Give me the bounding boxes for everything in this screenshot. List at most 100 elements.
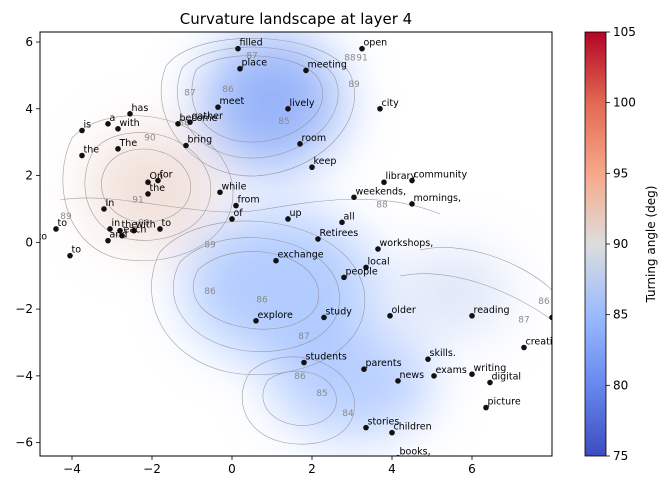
data-point: ages. [549,314,552,321]
data-point: all [339,211,355,226]
data-point: of [229,208,243,222]
contour-label: 88 [376,200,388,210]
colorbar-tick-label: 80 [613,378,628,392]
data-point: community [409,170,467,184]
point-label: people [346,266,378,277]
point-label: older [392,305,416,316]
point-marker [487,379,493,386]
point-marker [115,146,121,152]
x-axis: −4 −2 0 2 4 6 [63,456,476,476]
data-point: to [53,218,67,232]
point-marker [253,317,259,324]
x-tick-label: 4 [388,462,396,476]
point-label: exams [436,365,467,376]
data-point: stories [363,417,399,431]
data-point: workshops, [375,238,433,252]
colorbar-tick-label: 100 [613,96,636,110]
y-tick-label: 6 [25,35,33,49]
contour-line [191,55,324,143]
contour-line [101,148,191,223]
point-label: in [112,218,121,229]
data-point: library [381,171,416,186]
point-marker [115,126,121,132]
contour-label: 89 [348,80,360,90]
data-point: in [107,218,120,232]
point-marker [273,257,279,264]
point-label: with [120,118,140,129]
contour-line [192,251,320,330]
data-point: books, [395,447,431,456]
contour-line [177,46,339,159]
point-label: become [180,113,218,124]
data-point: digital [487,372,521,386]
point-label: local [368,256,390,267]
point-marker [389,429,395,436]
data-point: news [395,370,424,384]
point-marker [309,164,315,171]
point-marker [359,45,365,52]
point-marker [233,202,239,209]
contour-label: 85 [278,117,289,127]
point-marker [321,314,327,321]
data-point: lively [285,98,315,112]
contour-label: 86 [256,295,268,305]
data-point: skills. [425,348,456,362]
point-label: reading [474,305,510,316]
data-point: is [79,119,91,134]
data-point: parents [361,358,402,372]
point-marker [105,237,111,244]
point-marker [521,344,527,351]
contour-line [419,247,552,291]
point-label: all [344,211,355,222]
point-marker [483,404,489,411]
point-label: stories [368,417,400,428]
heat-blob [202,32,342,173]
colorbar-tick-label: 105 [613,25,636,39]
colorbar-tick-label: 85 [613,308,628,322]
point-label: workshops, [380,238,434,249]
point-marker [431,373,437,379]
contour-label: 87 [298,332,309,342]
data-point: writing [469,363,507,378]
point-marker [175,121,181,127]
contour-line [84,132,212,241]
heat-blob [272,327,432,438]
point-label: keep [314,156,337,167]
contour-line [399,273,552,321]
point-label: writing [474,363,507,374]
contour-label: 86 [222,85,234,95]
point-marker [395,378,401,384]
contour-line [172,237,340,352]
point-label: the [150,183,166,194]
heat-blob [392,247,512,338]
point-label: news [400,370,425,381]
point-label: up [290,208,302,219]
data-point: a [105,113,115,127]
y-tick-label: 0 [25,235,33,249]
x-tick-label: −4 [63,462,81,476]
contour-label: 87 [184,88,195,98]
data-point: weekends, [351,186,406,201]
colorbar-ticks: 75 80 85 90 95 100 105 [606,25,636,463]
data-point: meet [215,96,244,110]
data-point: city [377,98,399,112]
data-point: from [233,195,260,209]
point-label: students [306,352,347,363]
point-marker [183,142,189,149]
point-marker [377,105,383,112]
point-marker [79,127,85,134]
point-label: meet [220,96,245,107]
point-label: meeting [308,59,347,70]
point-label: to [38,231,48,242]
data-point: filled [235,38,263,52]
x-tick-label: 2 [308,462,316,476]
point-label: bring [188,135,213,146]
heat-blob [87,128,217,249]
point-label: from [238,195,260,206]
point-marker [339,219,345,226]
point-marker [67,252,73,259]
data-point: older [387,305,416,319]
point-label: explore [258,310,293,321]
point-marker [215,104,221,110]
